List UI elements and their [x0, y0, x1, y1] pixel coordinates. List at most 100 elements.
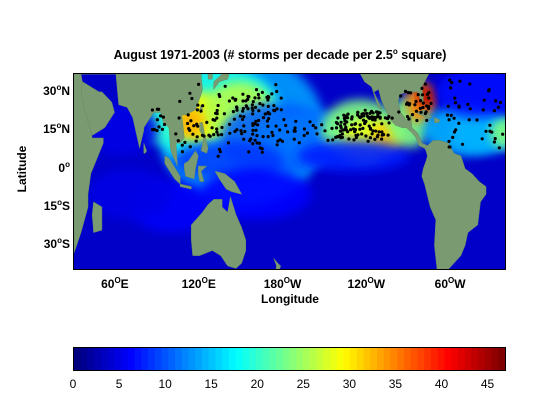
colorbar-segment — [94, 348, 102, 370]
storm-dot — [151, 128, 155, 132]
storm-dot — [496, 105, 500, 109]
colorbar-segment — [141, 348, 149, 370]
storm-dot — [201, 104, 205, 108]
storm-dot — [211, 118, 215, 122]
storm-dot — [334, 135, 338, 139]
storm-dot — [449, 86, 453, 90]
storm-dot — [210, 126, 214, 130]
storm-dot — [174, 132, 178, 136]
storm-dot — [460, 142, 465, 146]
storm-dot — [405, 115, 410, 119]
land-arabia — [80, 81, 115, 136]
storm-dot — [407, 117, 411, 121]
storm-dot — [247, 150, 251, 154]
storm-dot — [202, 134, 206, 138]
colorbar-segment — [242, 348, 250, 370]
storm-dot — [274, 124, 278, 128]
storm-dot — [334, 120, 338, 125]
storm-dot — [490, 130, 494, 134]
storm-dot — [249, 137, 253, 141]
colorbar-segment — [390, 348, 398, 370]
storm-dot — [339, 120, 343, 124]
storm-dot — [338, 129, 342, 133]
storm-dot — [387, 121, 391, 125]
storm-dot — [155, 118, 159, 122]
land-sulawesi — [198, 165, 208, 182]
storm-dot — [390, 116, 394, 120]
colorbar-segment — [201, 348, 210, 370]
colorbar-tick-label: 5 — [115, 377, 123, 391]
lat-tick-value: 30 — [43, 237, 58, 252]
storm-dot — [468, 107, 472, 111]
colorbar-tick-label: 30 — [342, 377, 357, 391]
storm-dot — [361, 126, 365, 130]
storm-dot — [195, 108, 199, 112]
colorbar-segment — [100, 348, 109, 370]
storm-dot — [257, 141, 262, 145]
y-axis-title: Latitude — [15, 145, 29, 193]
storm-dot — [380, 130, 384, 134]
storm-dot — [448, 145, 452, 149]
storm-dot — [284, 123, 288, 128]
storm-dot — [344, 116, 348, 120]
lat-tick-label: 15oN — [0, 121, 70, 136]
storm-dot — [251, 132, 255, 136]
storm-dot — [231, 96, 235, 100]
storm-dot — [216, 154, 220, 158]
storm-dot — [278, 138, 282, 142]
storm-dot — [275, 143, 279, 147]
lon-tick-hemisphere: W — [289, 277, 302, 291]
storm-dot — [233, 129, 237, 133]
storm-dot — [457, 105, 461, 109]
storm-dot — [377, 130, 381, 134]
lon-tick-degree: O — [367, 276, 374, 285]
storm-dot — [368, 126, 373, 130]
storm-dot — [207, 133, 211, 137]
storm-dot — [423, 82, 428, 86]
storm-dot — [480, 137, 484, 141]
storm-dot — [272, 108, 276, 112]
storm-dot — [253, 105, 258, 109]
storm-dot — [378, 111, 382, 115]
storm-dot — [226, 141, 230, 145]
colorbar-segment — [114, 348, 122, 370]
storm-dot — [397, 110, 401, 114]
storm-dot — [180, 150, 184, 154]
storm-dot — [260, 90, 264, 94]
storm-dot — [267, 117, 271, 121]
colorbar-segment — [484, 348, 493, 370]
colorbar-segment — [208, 348, 217, 370]
colorbar-segment — [430, 348, 439, 370]
colorbar-segment — [370, 348, 378, 370]
lon-tick-label: 60OW — [420, 276, 480, 291]
colorbar-tick-label: 25 — [296, 377, 310, 391]
lat-tick-label: 30oS — [0, 236, 70, 251]
storm-dot — [366, 139, 370, 143]
colorbar-segment — [302, 348, 311, 370]
storm-dot — [363, 121, 367, 125]
storm-dot — [320, 123, 324, 127]
storm-dot — [258, 102, 262, 106]
storm-dot — [399, 94, 403, 98]
colorbar-segment — [262, 348, 270, 370]
storm-dot — [275, 89, 279, 94]
storm-dot — [266, 104, 270, 108]
storm-dot — [365, 111, 369, 116]
colorbar-tick-label: 40 — [434, 377, 449, 391]
storm-dot — [177, 116, 181, 120]
storm-dot — [272, 104, 276, 108]
storm-density-map — [73, 73, 506, 270]
storm-dot — [452, 130, 457, 134]
colorbar-tick-label: 10 — [158, 377, 172, 391]
storm-dot — [241, 117, 245, 121]
storm-dot — [266, 94, 270, 99]
storm-dot — [451, 135, 455, 139]
density-blob — [87, 168, 172, 220]
storm-dot — [340, 132, 344, 136]
storm-dot — [188, 91, 192, 95]
storm-dot — [195, 122, 199, 126]
storm-dot — [349, 128, 353, 132]
storm-dot — [215, 108, 219, 113]
land-baja — [371, 86, 382, 110]
storm-dot — [286, 130, 290, 134]
